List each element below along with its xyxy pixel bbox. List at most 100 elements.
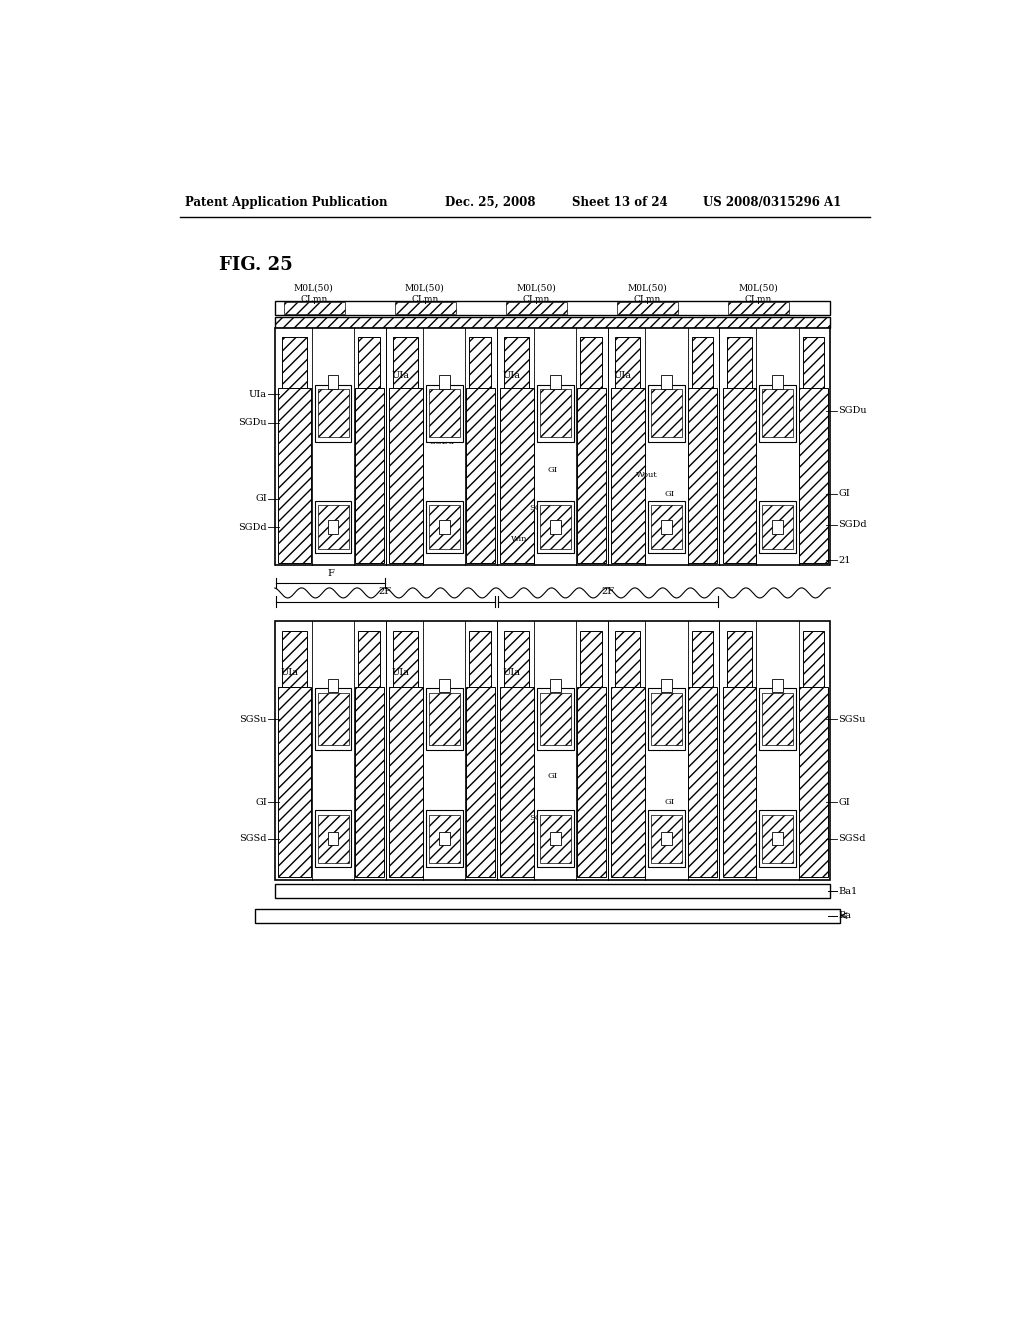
Bar <box>688 686 717 878</box>
Bar <box>314 502 351 553</box>
Text: SGDd: SGDd <box>239 523 267 532</box>
Bar <box>354 388 384 562</box>
Bar <box>651 506 682 549</box>
Bar <box>283 631 307 686</box>
Text: SGSu: SGSu <box>240 715 267 723</box>
Bar <box>651 814 682 862</box>
Bar <box>274 884 830 899</box>
Bar <box>540 693 570 746</box>
Bar <box>611 686 645 878</box>
Bar <box>799 686 828 878</box>
Text: SGDd: SGDd <box>529 504 554 512</box>
Text: SGSu: SGSu <box>429 742 454 750</box>
Bar <box>439 678 450 692</box>
Text: F: F <box>327 569 334 578</box>
Text: US 2008/0315296 A1: US 2008/0315296 A1 <box>703 195 842 209</box>
Text: Dec. 25, 2008: Dec. 25, 2008 <box>445 195 536 209</box>
Bar <box>393 337 418 388</box>
Bar <box>772 375 782 389</box>
Text: UIa: UIa <box>391 371 410 380</box>
Bar <box>540 506 570 549</box>
Text: GI: GI <box>255 797 267 807</box>
Bar <box>723 686 756 878</box>
Text: SGSu: SGSu <box>839 715 865 723</box>
Bar <box>691 631 714 686</box>
Text: FIG. 25: FIG. 25 <box>219 256 293 275</box>
Text: CLmn: CLmn <box>522 296 550 304</box>
Bar <box>317 814 348 862</box>
Bar <box>439 832 450 845</box>
Bar <box>469 337 492 388</box>
Text: M0L(50): M0L(50) <box>404 284 444 293</box>
Text: GI: GI <box>548 772 558 780</box>
Text: 2F: 2F <box>601 587 614 595</box>
Bar <box>328 678 338 692</box>
Bar <box>358 631 380 686</box>
Bar <box>395 302 456 314</box>
Bar <box>577 388 606 562</box>
Bar <box>279 388 311 562</box>
Text: SGDu: SGDu <box>239 418 267 428</box>
Text: CLmn: CLmn <box>300 296 328 304</box>
Bar <box>651 389 682 437</box>
Bar <box>537 688 573 751</box>
Text: CLmn: CLmn <box>744 296 772 304</box>
Bar <box>328 832 338 845</box>
Bar <box>537 502 573 553</box>
Bar <box>279 686 311 878</box>
Bar <box>429 389 460 437</box>
Bar <box>772 520 782 533</box>
Bar <box>728 302 790 314</box>
Bar <box>615 631 640 686</box>
Bar <box>328 375 338 389</box>
Bar <box>723 388 756 562</box>
Text: UIa: UIa <box>281 668 298 677</box>
Bar <box>762 389 793 437</box>
Text: SGSd: SGSd <box>839 834 865 843</box>
Text: Wout: Wout <box>636 471 657 479</box>
Text: GI: GI <box>255 494 267 503</box>
Bar <box>727 337 752 388</box>
Bar <box>662 520 672 533</box>
Bar <box>577 686 606 878</box>
Bar <box>469 631 492 686</box>
Bar <box>466 388 495 562</box>
Bar <box>284 302 345 314</box>
Text: M0L(50): M0L(50) <box>516 284 556 293</box>
Bar <box>274 620 830 880</box>
Bar <box>772 832 782 845</box>
Bar <box>439 520 450 533</box>
Bar <box>759 688 796 751</box>
Text: GI: GI <box>436 700 446 708</box>
Bar <box>328 520 338 533</box>
Text: GI: GI <box>436 400 446 408</box>
Bar <box>648 688 685 751</box>
Text: SGSd: SGSd <box>240 834 267 843</box>
Bar <box>662 832 672 845</box>
Bar <box>429 814 460 862</box>
Bar <box>803 631 824 686</box>
Bar <box>762 814 793 862</box>
Bar <box>550 678 560 692</box>
Text: SGSd: SGSd <box>529 814 553 822</box>
Text: GI: GI <box>839 490 850 499</box>
Bar <box>317 389 348 437</box>
Bar <box>501 686 534 878</box>
Bar <box>505 631 529 686</box>
Text: GI: GI <box>665 490 674 498</box>
Bar <box>426 810 463 867</box>
Bar <box>314 688 351 751</box>
Bar <box>274 327 830 565</box>
Text: GI: GI <box>839 797 850 807</box>
Bar <box>537 385 573 442</box>
Bar <box>691 337 714 388</box>
Bar <box>317 506 348 549</box>
Bar <box>759 810 796 867</box>
Text: 2F: 2F <box>379 587 392 595</box>
Bar <box>762 693 793 746</box>
Bar <box>274 317 830 327</box>
Bar <box>651 693 682 746</box>
Text: CLmn: CLmn <box>633 296 660 304</box>
Text: SGDd: SGDd <box>839 520 867 529</box>
Bar <box>615 337 640 388</box>
